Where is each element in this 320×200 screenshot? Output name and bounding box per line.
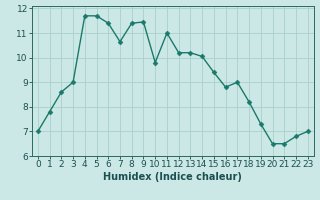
X-axis label: Humidex (Indice chaleur): Humidex (Indice chaleur) <box>103 172 242 182</box>
